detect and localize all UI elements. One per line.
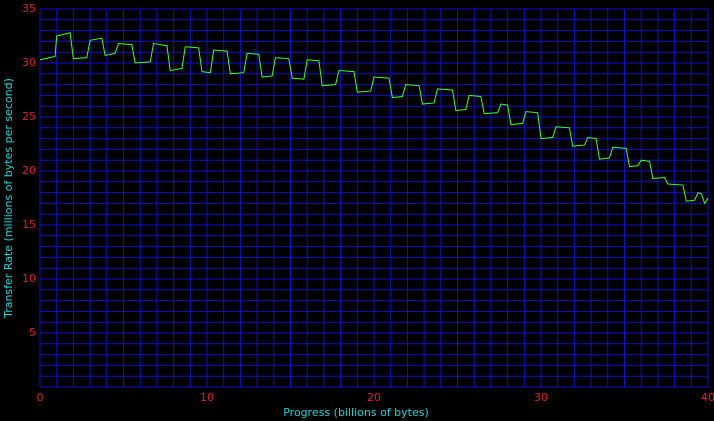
x-tick-label: 30 xyxy=(534,391,548,404)
y-tick-label: 35 xyxy=(22,2,36,15)
x-axis-label: Progress (billions of bytes) xyxy=(283,406,429,419)
y-tick-label: 20 xyxy=(22,164,36,177)
y-tick-label: 5 xyxy=(29,326,36,339)
y-tick-label: 25 xyxy=(22,110,36,123)
x-tick-label: 40 xyxy=(701,391,714,404)
y-tick-label: 10 xyxy=(22,272,36,285)
x-tick-label: 20 xyxy=(367,391,381,404)
y-tick-label: 15 xyxy=(22,218,36,231)
data-line xyxy=(39,32,709,205)
x-tick-label: 0 xyxy=(37,391,44,404)
x-tick-label: 10 xyxy=(200,391,214,404)
y-axis-label: Transfer Rate (millions of bytes per sec… xyxy=(2,78,15,319)
y-tick-label: 30 xyxy=(22,56,36,69)
